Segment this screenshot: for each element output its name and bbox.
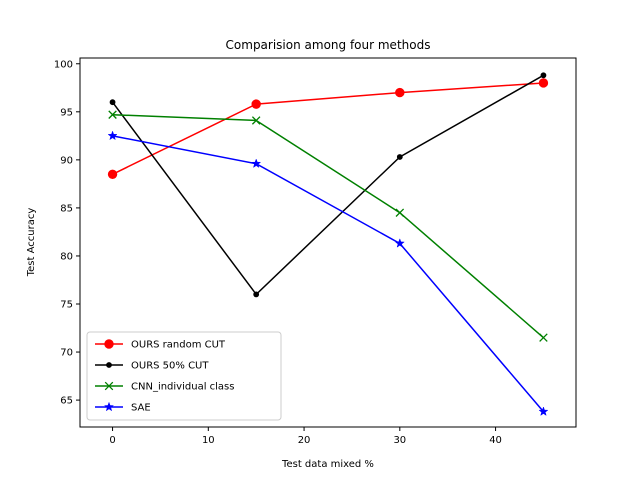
y-tick-label: 65 xyxy=(60,396,73,407)
data-point xyxy=(251,99,261,109)
legend-label: OURS random CUT xyxy=(131,340,226,351)
data-point xyxy=(395,208,405,217)
data-point xyxy=(251,116,261,125)
x-axis: 0 10 20 30 40 xyxy=(109,427,502,446)
x-axis-label: Test data mixed % xyxy=(281,459,374,470)
data-point xyxy=(253,291,260,298)
legend-marker xyxy=(104,339,114,349)
legend-label: SAE xyxy=(131,403,151,414)
series-2 xyxy=(108,110,548,342)
legend-marker xyxy=(104,381,114,391)
series-3 xyxy=(107,130,549,416)
data-point xyxy=(396,154,403,160)
y-tick-label: 75 xyxy=(60,300,73,311)
series-line xyxy=(112,82,544,175)
y-axis: 65 70 75 80 85 90 95 100 xyxy=(54,59,80,407)
x-tick-label: 20 xyxy=(298,435,311,446)
series-layer xyxy=(107,72,549,416)
legend-box xyxy=(86,331,282,421)
legend-label: CNN_individual class xyxy=(131,382,234,393)
legend: OURS random CUT OURS 50% CUT CNN_individua… xyxy=(86,331,282,421)
legend-item: OURS 50% CUT xyxy=(95,361,209,372)
x-tick-label: 30 xyxy=(393,435,406,446)
series-line xyxy=(112,113,544,339)
x-tick-label: 0 xyxy=(109,435,115,446)
data-point xyxy=(538,78,549,88)
legend-marker xyxy=(106,362,112,368)
data-point xyxy=(540,72,547,79)
x-tick-label: 10 xyxy=(202,435,215,446)
legend-item: SAE xyxy=(95,401,151,414)
data-point xyxy=(538,406,549,416)
series-line xyxy=(111,74,544,296)
series-line xyxy=(112,135,545,413)
y-tick-label: 85 xyxy=(60,203,73,214)
y-tick-label: 80 xyxy=(60,251,73,262)
data-point xyxy=(394,238,405,248)
data-point xyxy=(107,130,118,141)
y-axis-label: Test Accuracy xyxy=(26,208,37,278)
legend-item: CNN_individual class xyxy=(95,382,234,393)
y-tick-label: 70 xyxy=(60,348,73,359)
plot-frame xyxy=(79,57,577,428)
legend-marker xyxy=(103,401,115,412)
series-0 xyxy=(107,78,549,179)
chart-title: Comparision among four methods xyxy=(226,38,431,52)
y-tick-label: 90 xyxy=(60,155,73,166)
x-tick-label: 40 xyxy=(489,435,502,446)
data-point xyxy=(251,158,262,169)
data-point xyxy=(108,110,117,119)
data-point xyxy=(395,87,405,98)
data-point xyxy=(109,99,116,106)
series-1 xyxy=(109,72,547,298)
legend-item: OURS random CUT xyxy=(95,339,226,351)
data-point xyxy=(539,333,548,342)
y-tick-label: 95 xyxy=(60,107,73,118)
y-tick-label: 100 xyxy=(54,59,73,70)
legend-label: OURS 50% CUT xyxy=(131,361,209,372)
data-point xyxy=(107,169,118,179)
